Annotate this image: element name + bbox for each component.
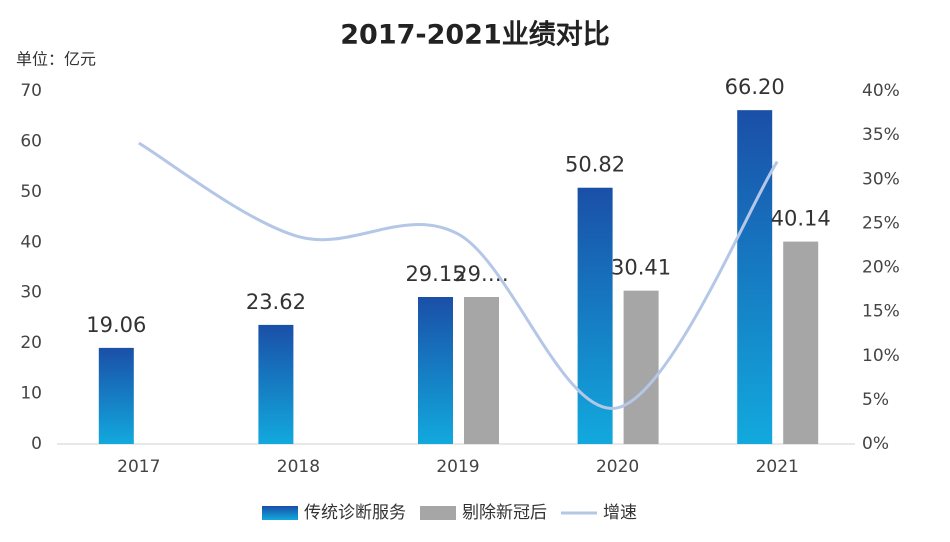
legend-label: 剔除新冠后: [462, 503, 547, 523]
legend-label: 增速: [603, 503, 637, 523]
bar: [737, 110, 773, 445]
y2-tick-label: 30%: [862, 169, 900, 189]
y2-tick-label: 10%: [862, 346, 900, 366]
x-tick-label: 2017: [117, 457, 160, 477]
y2-tick-label: 20%: [862, 258, 900, 278]
bar: [783, 241, 819, 444]
legend-swatch: [420, 506, 456, 520]
y2-tick-label: 5%: [862, 390, 889, 410]
y-tick-label: 30: [20, 283, 42, 303]
x-tick-label: 2020: [596, 457, 639, 477]
y2-tick-label: 25%: [862, 213, 900, 233]
value-label: 29.…: [454, 262, 508, 286]
value-label: 30.41: [611, 256, 671, 280]
legend-swatch: [262, 506, 298, 520]
y-tick-label: 60: [20, 131, 42, 151]
line: [138, 141, 779, 410]
y2-tick-label: 0%: [862, 434, 889, 454]
y2-tick-label: 35%: [862, 125, 900, 145]
bar: [258, 324, 294, 444]
bar: [577, 187, 613, 445]
value-label: 29.15: [405, 262, 465, 286]
bar: [623, 290, 659, 444]
bar: [98, 347, 134, 444]
y-tick-label: 20: [20, 333, 42, 353]
y-tick-label: 50: [20, 182, 42, 202]
value-label: 40.14: [771, 207, 831, 231]
chart-title: 2017-2021业绩对比: [340, 20, 610, 51]
y2-tick-label: 40%: [862, 81, 900, 101]
y-axis-label: 单位：亿元: [16, 50, 96, 69]
legend-label: 传统诊断服务: [304, 503, 406, 523]
value-label: 23.62: [246, 290, 306, 314]
value-label: 50.82: [565, 153, 625, 177]
x-tick-label: 2021: [756, 457, 799, 477]
value-label: 66.20: [725, 75, 785, 99]
bar: [418, 297, 453, 444]
y-tick-label: 40: [20, 232, 42, 252]
bar: [464, 297, 499, 444]
y-tick-label: 0: [31, 434, 42, 454]
y-tick-label: 70: [20, 81, 42, 101]
y-tick-label: 10: [20, 384, 42, 404]
x-tick-label: 2019: [436, 457, 479, 477]
x-tick-label: 2018: [277, 457, 320, 477]
value-label: 19.06: [86, 313, 146, 337]
y2-tick-label: 15%: [862, 302, 900, 322]
